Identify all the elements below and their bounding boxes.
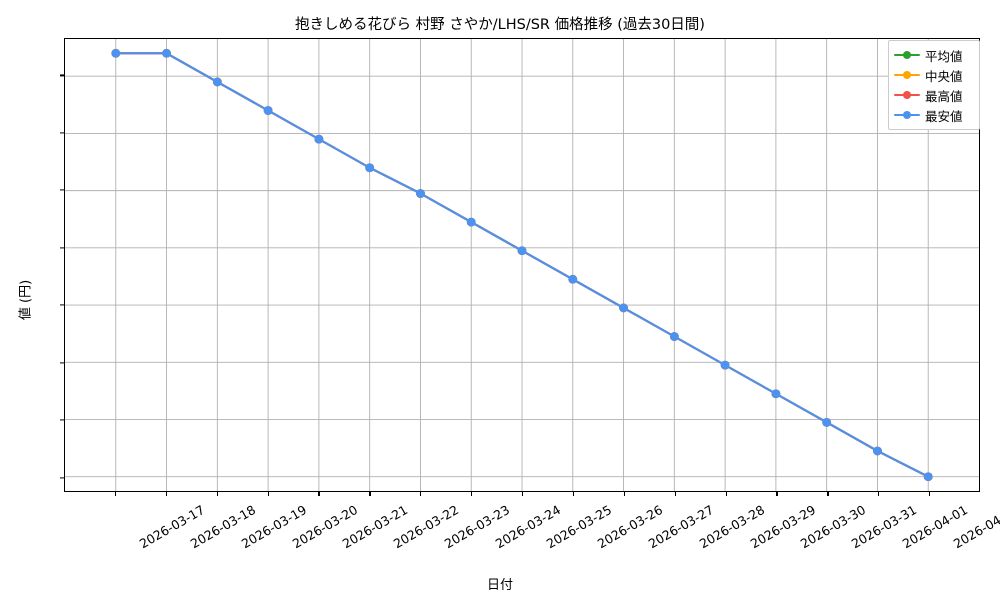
x-tick-mark xyxy=(471,492,473,496)
legend-label: 中央値 xyxy=(925,68,963,84)
y-tick-mark xyxy=(60,304,64,306)
x-axis-label: 日付 xyxy=(486,578,513,593)
y-tick-mark xyxy=(60,132,64,134)
plot-area xyxy=(64,38,980,492)
x-tick-mark xyxy=(827,492,829,496)
data-point xyxy=(263,106,273,115)
data-point xyxy=(517,246,527,256)
legend-marker-icon xyxy=(894,108,920,122)
legend-item-1[interactable]: 平均値 xyxy=(894,45,973,65)
x-tick-mark xyxy=(165,492,167,496)
data-point xyxy=(466,217,476,227)
x-tick-mark xyxy=(369,492,371,496)
y-tick-mark xyxy=(60,247,64,249)
y-axis-label: 値 (円) xyxy=(18,279,34,321)
data-point xyxy=(416,189,425,198)
data-point xyxy=(365,163,375,173)
legend-marker-icon xyxy=(894,48,920,62)
x-tick-mark xyxy=(878,492,880,496)
x-tick-mark xyxy=(267,492,269,496)
legend-marker-icon xyxy=(894,88,920,102)
data-point xyxy=(212,77,222,87)
data-point xyxy=(720,360,730,370)
data-point xyxy=(314,134,324,144)
data-point xyxy=(923,472,933,482)
y-tick-mark xyxy=(60,74,64,76)
data-point xyxy=(873,446,882,456)
y-tick-mark xyxy=(60,477,64,479)
legend-item-4[interactable]: 最安値 xyxy=(894,105,973,125)
chart-title: 抱きしめる花びら 村野 さやか/LHS/SR 価格推移 (過去30日間) xyxy=(295,17,705,33)
x-tick-mark xyxy=(522,492,524,496)
x-tick-mark xyxy=(929,492,931,496)
legend-item-2[interactable]: 中央値 xyxy=(894,65,973,85)
data-point xyxy=(619,303,628,313)
legend-item-3[interactable]: 最高値 xyxy=(894,85,973,105)
x-tick-mark xyxy=(216,492,218,496)
legend-marker-icon xyxy=(894,68,920,82)
chart-legend[interactable]: 平均値中央値最高値最安値 xyxy=(888,40,980,130)
x-tick-mark xyxy=(318,492,320,496)
series-2 xyxy=(111,48,933,482)
x-tick-mark xyxy=(725,492,727,496)
series-1 xyxy=(111,48,933,482)
x-tick-mark xyxy=(420,492,422,496)
legend-label: 最高値 xyxy=(925,88,963,104)
y-tick-mark xyxy=(60,362,64,364)
series-3 xyxy=(111,48,933,482)
data-point xyxy=(822,417,832,427)
data-point xyxy=(568,274,578,284)
series-lines xyxy=(111,48,933,482)
x-tick-mark xyxy=(572,492,575,496)
y-tick-mark xyxy=(60,419,64,421)
x-tick-mark xyxy=(623,492,625,496)
x-tick-mark xyxy=(114,492,117,496)
y-tick-mark xyxy=(60,189,64,191)
x-tick-mark xyxy=(776,492,778,496)
data-point xyxy=(771,389,781,399)
legend-label: 平均値 xyxy=(925,48,963,64)
data-point xyxy=(162,48,171,58)
series-4 xyxy=(111,48,933,482)
legend-label: 最安値 xyxy=(925,108,963,124)
data-point xyxy=(111,48,121,58)
x-tick-mark xyxy=(674,492,676,496)
data-point xyxy=(669,332,679,341)
